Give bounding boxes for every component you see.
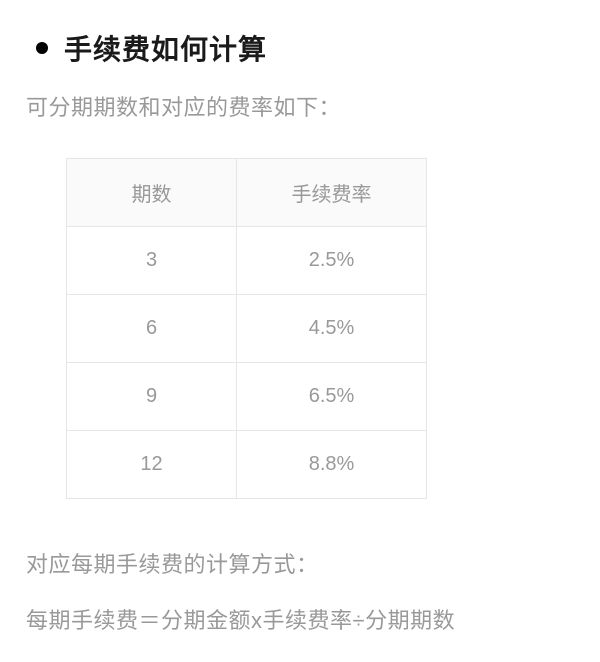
note-text: 对应每期手续费的计算方式：	[26, 547, 576, 579]
cell-periods: 12	[67, 431, 237, 499]
cell-rate: 2.5%	[237, 227, 427, 295]
fee-table: 期数 手续费率 3 2.5% 6 4.5% 9 6.5% 12 8.8%	[66, 158, 427, 499]
header-rate: 手续费率	[237, 159, 427, 227]
section-heading: 手续费如何计算	[36, 28, 576, 68]
table-row: 3 2.5%	[67, 227, 427, 295]
cell-periods: 3	[67, 227, 237, 295]
table-header-row: 期数 手续费率	[67, 159, 427, 227]
table-row: 12 8.8%	[67, 431, 427, 499]
cell-periods: 6	[67, 295, 237, 363]
cell-periods: 9	[67, 363, 237, 431]
heading-text: 手续费如何计算	[64, 28, 267, 68]
cell-rate: 6.5%	[237, 363, 427, 431]
table-row: 9 6.5%	[67, 363, 427, 431]
intro-text: 可分期期数和对应的费率如下：	[26, 90, 576, 122]
table-row: 6 4.5%	[67, 295, 427, 363]
bullet-icon	[36, 42, 48, 54]
header-periods: 期数	[67, 159, 237, 227]
formula-text: 每期手续费＝分期金额x手续费率÷分期期数	[26, 603, 576, 635]
cell-rate: 4.5%	[237, 295, 427, 363]
fee-table-wrapper: 期数 手续费率 3 2.5% 6 4.5% 9 6.5% 12 8.8%	[66, 158, 576, 499]
cell-rate: 8.8%	[237, 431, 427, 499]
